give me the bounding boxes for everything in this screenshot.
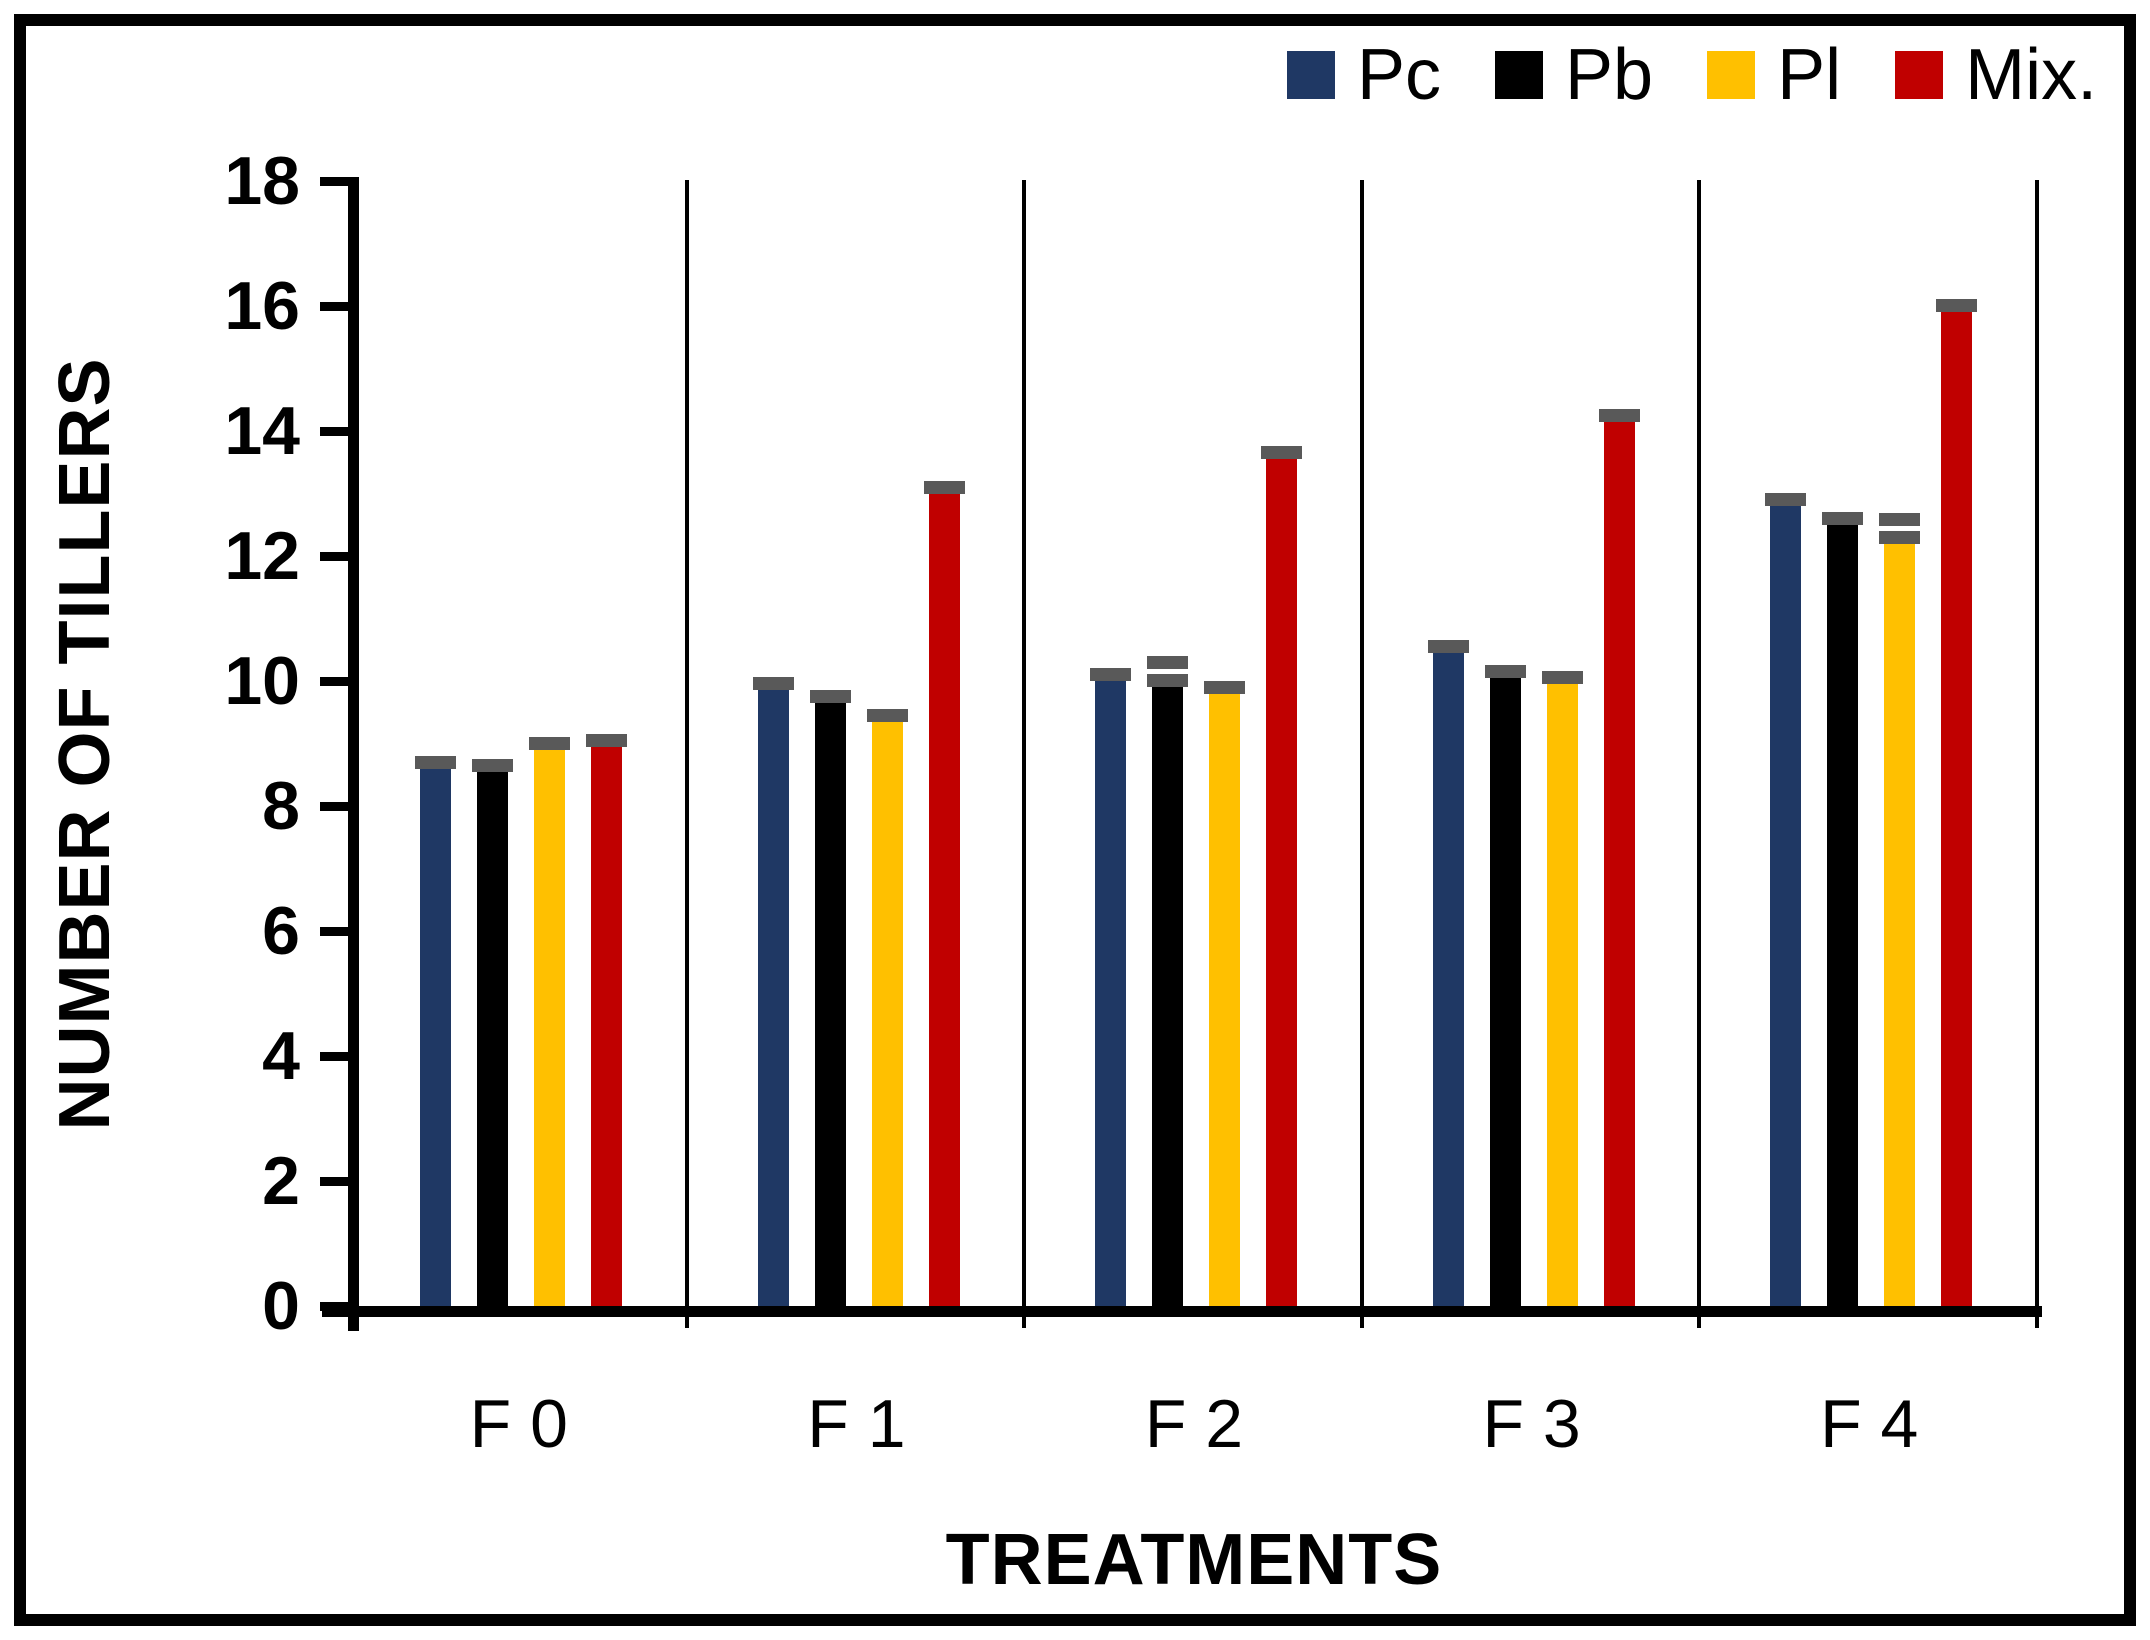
y-axis-title: NUMBER OF TILLERS (45, 357, 125, 1131)
bar-f0-pb (477, 771, 508, 1306)
error-cap (1427, 639, 1469, 653)
bar-f1-pb (814, 702, 846, 1306)
y-tick-label: 0 (262, 1268, 300, 1344)
error-cap (866, 708, 908, 722)
error-cap (1204, 680, 1246, 694)
group-separator (2035, 180, 2039, 1328)
error-cap (529, 736, 570, 750)
bar-f3-pb (1489, 677, 1521, 1306)
legend-label: Pl (1777, 35, 1842, 115)
bar-f2-pc (1095, 681, 1127, 1306)
x-category-label-f1: F 1 (807, 1386, 906, 1462)
error-cap (1541, 671, 1583, 685)
legend-item: Pc (1287, 39, 1441, 111)
y-tick (320, 927, 350, 936)
legend-item: Pb (1495, 39, 1653, 111)
group-separator (1022, 180, 1027, 1328)
bar-f0-pl (534, 749, 565, 1306)
x-category-label-f2: F 2 (1144, 1386, 1244, 1462)
error-cap (752, 677, 794, 691)
bar-f1-pl (871, 721, 903, 1306)
legend-swatch-pb (1495, 51, 1544, 99)
bar-f4-mix (1941, 312, 1973, 1306)
y-tick-label: 8 (262, 768, 300, 844)
x-axis-line (322, 1306, 2042, 1317)
group-separator (1359, 180, 1364, 1328)
bar-f0-mix (591, 746, 622, 1306)
y-tick-label: 18 (224, 143, 300, 219)
bar-f0-pc (420, 768, 451, 1306)
y-tick-label: 6 (262, 893, 300, 969)
error-cap (1765, 493, 1807, 506)
y-tick (320, 1177, 350, 1186)
y-tick (320, 1302, 350, 1311)
group-separator (1697, 180, 1702, 1328)
y-tick (320, 302, 350, 311)
bar-f4-pb (1827, 524, 1859, 1306)
group-separator (684, 180, 689, 1328)
legend-label: Pc (1357, 35, 1442, 115)
bar-f4-pl (1884, 543, 1916, 1306)
error-cap (1598, 408, 1640, 422)
x-category-label-f4: F 4 (1820, 1386, 1919, 1462)
bar-f2-pl (1209, 693, 1241, 1306)
error-cap (1822, 511, 1864, 525)
bar-f2-mix (1266, 459, 1298, 1306)
error-cap-upper (1879, 512, 1921, 526)
y-tick (320, 427, 350, 436)
y-tick-label: 2 (262, 1143, 300, 1219)
legend-swatch-pl (1707, 51, 1756, 99)
legend-item: Pl (1707, 39, 1841, 111)
error-cap (923, 480, 965, 494)
x-category-label-f0: F 0 (469, 1386, 568, 1462)
y-tick-label: 10 (224, 643, 300, 719)
error-cap (1879, 530, 1921, 544)
error-cap (1090, 668, 1132, 681)
legend-item: Mix. (1895, 39, 2097, 111)
legend-swatch-mix (1895, 51, 1944, 99)
y-tick-label: 14 (224, 393, 300, 469)
x-category-label-f3: F 3 (1482, 1386, 1581, 1462)
plot-area (350, 180, 2039, 1328)
y-tick-label: 12 (224, 518, 300, 594)
y-tick (320, 677, 350, 686)
bar-f3-mix (1603, 421, 1635, 1306)
error-cap (1484, 664, 1526, 678)
y-tick (320, 802, 350, 811)
y-tick-label: 4 (262, 1018, 300, 1094)
legend-swatch-pc (1287, 51, 1335, 99)
legend-label: Mix. (1965, 35, 2098, 115)
bar-f3-pl (1546, 684, 1578, 1306)
y-tick (320, 552, 350, 561)
bar-f2-pb (1152, 687, 1184, 1306)
bar-f4-pc (1770, 506, 1802, 1306)
bar-f1-mix (928, 493, 960, 1306)
legend-label: Pb (1565, 35, 1654, 115)
y-tick (320, 1052, 350, 1061)
bar-f1-pc (757, 690, 789, 1306)
error-cap (415, 755, 456, 769)
y-axis-line (348, 177, 359, 1331)
error-cap (586, 733, 627, 747)
error-cap (1936, 299, 1978, 313)
error-cap (809, 689, 851, 703)
error-cap-upper (1147, 656, 1189, 670)
error-cap (1261, 446, 1303, 460)
y-tick (320, 177, 350, 186)
x-axis-title: TREATMENTS (945, 1520, 1443, 1600)
bar-f3-pc (1432, 652, 1464, 1306)
error-cap (472, 758, 513, 772)
error-cap (1147, 674, 1189, 688)
y-tick-label: 16 (224, 268, 300, 344)
legend: Pc Pb Pl Mix. (1287, 39, 2097, 111)
